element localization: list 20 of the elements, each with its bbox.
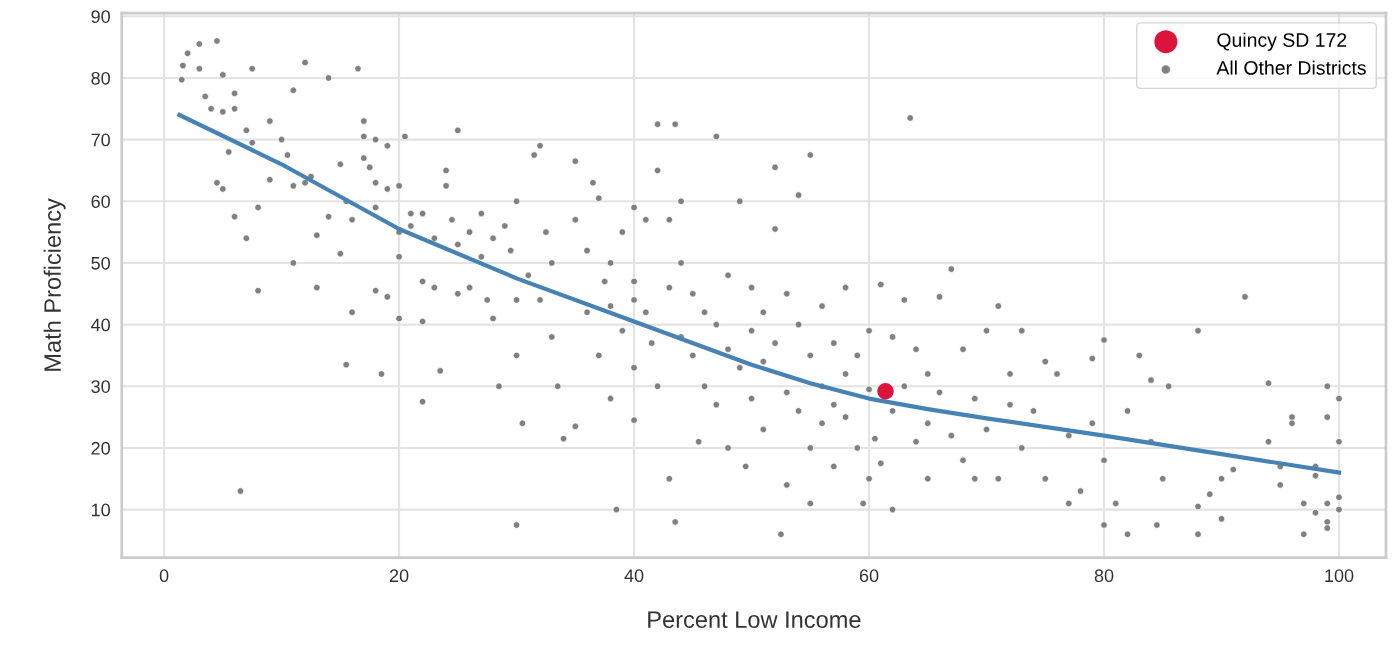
y-tick-label: 20: [91, 441, 110, 455]
legend-label: All Other Districts: [1216, 60, 1366, 75]
x-tick-label: 80: [1094, 569, 1114, 583]
y-tick-label: 40: [91, 318, 110, 332]
y-tick-label: 70: [91, 133, 110, 147]
x-tick-label: 40: [624, 569, 644, 583]
x-tick-label: 20: [389, 569, 409, 583]
line-series: [177, 112, 1342, 475]
legend-label: Quincy SD 172: [1217, 32, 1347, 51]
y-tick-label: 60: [91, 195, 110, 208]
y-tick-label: 50: [91, 256, 110, 270]
y-axis-title: Math Proficiency: [43, 198, 66, 371]
y-tick-label: 30: [91, 380, 110, 393]
y-tick-label: 10: [91, 503, 110, 517]
x-tick-label: 100: [1325, 569, 1354, 583]
y-tick-label: 90: [91, 10, 110, 23]
x-axis-title: Percent Low Income: [648, 611, 861, 628]
y-tick-label: 80: [91, 71, 110, 85]
x-tick-label: 60: [859, 569, 879, 583]
x-tick-label: 0: [159, 569, 169, 583]
